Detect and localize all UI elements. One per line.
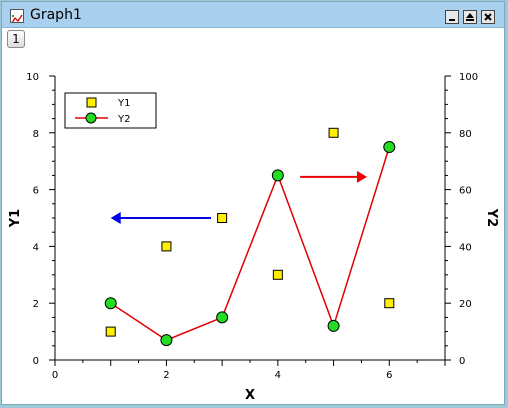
graph-window-icon[interactable] xyxy=(10,9,24,23)
x-tick-label: 0 xyxy=(52,370,58,381)
legend-y2-label: Y2 xyxy=(117,114,130,125)
legend-y1-label: Y1 xyxy=(117,98,130,109)
y-right-tick-label: 100 xyxy=(459,72,478,83)
y2-data-point xyxy=(104,297,117,310)
legend-y2-marker xyxy=(85,112,97,124)
y1-data-point xyxy=(105,326,116,337)
left-arrow-annotation-head xyxy=(110,212,121,224)
x-axis-title: X xyxy=(245,388,255,403)
y-right-axis-title: Y2 xyxy=(484,208,499,227)
y-left-tick-label: 6 xyxy=(33,186,39,197)
y2-data-point xyxy=(383,141,396,153)
series xyxy=(104,127,396,347)
minimize-icon xyxy=(449,19,455,21)
y-right-tick-label: 40 xyxy=(459,242,472,253)
y1-data-point xyxy=(328,127,339,138)
y-left-tick-label: 8 xyxy=(33,129,39,140)
restore-icon xyxy=(466,13,474,21)
y1-data-point xyxy=(384,298,395,309)
legend[interactable]: Y1 Y2 xyxy=(64,92,157,129)
y1-data-point xyxy=(272,269,283,280)
right-arrow-annotation[interactable] xyxy=(300,170,367,183)
y2-data-point xyxy=(271,169,284,182)
title-bar[interactable]: Graph1 xyxy=(2,2,504,28)
left-arrow-annotation[interactable] xyxy=(110,212,211,224)
y-left-tick-label: 2 xyxy=(33,299,39,310)
x-tick-label: 2 xyxy=(163,370,169,381)
y-left-axis-title: Y1 xyxy=(8,209,23,228)
y-left-tick-label: 0 xyxy=(33,356,39,367)
y-left-tick-label: 10 xyxy=(26,72,39,83)
y-right-tick-label: 80 xyxy=(459,129,472,140)
y-right-tick-label: 20 xyxy=(459,299,472,310)
layer-tab[interactable]: 1 xyxy=(7,30,25,48)
y-left-tick-label: 4 xyxy=(33,242,39,253)
y2-data-point xyxy=(216,311,229,324)
x-tick-label: 4 xyxy=(275,370,281,381)
right-arrow-annotation-head xyxy=(357,170,367,183)
y-right-tick-label: 60 xyxy=(459,186,472,197)
close-icon xyxy=(484,13,492,21)
y1-data-point xyxy=(161,241,172,252)
restore-button[interactable] xyxy=(463,10,477,24)
legend-box xyxy=(64,92,157,129)
y2-data-point xyxy=(160,334,173,347)
y-right-tick-label: 0 xyxy=(459,356,465,367)
x-tick-label: 6 xyxy=(386,370,392,381)
annotations xyxy=(110,170,367,224)
y2-data-point xyxy=(327,319,340,332)
legend-y1-marker xyxy=(86,97,97,108)
close-button[interactable] xyxy=(481,10,495,24)
y2-series-line xyxy=(110,146,391,341)
window-title: Graph1 xyxy=(30,7,82,23)
minimize-button[interactable] xyxy=(445,10,459,24)
y1-data-point xyxy=(217,213,228,223)
